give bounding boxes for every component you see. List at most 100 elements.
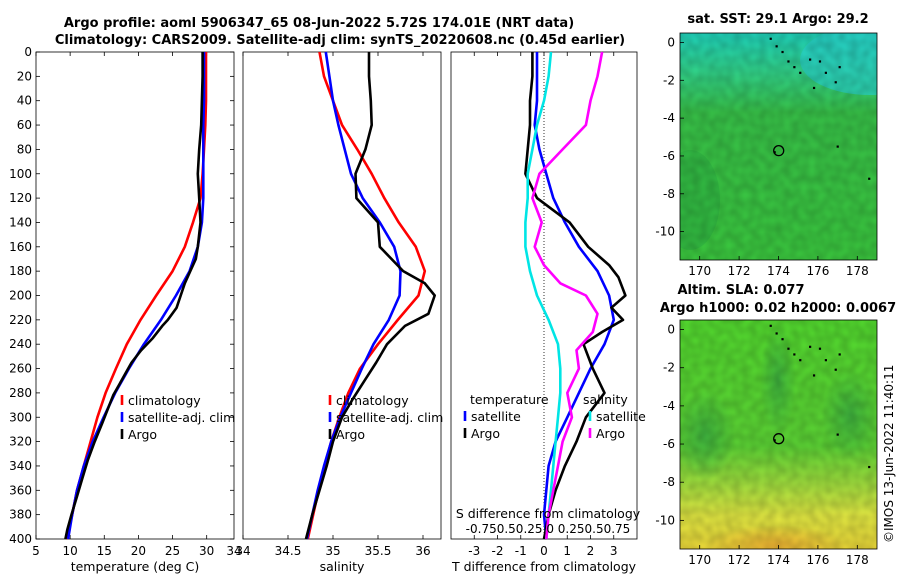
map-ytick-label: -4 — [663, 399, 675, 413]
island-speck — [773, 151, 776, 154]
island-speck — [773, 439, 776, 442]
map-ytick-label: -2 — [663, 73, 675, 87]
map-xtick-label: 178 — [846, 264, 869, 278]
depth-tick-label: 160 — [9, 240, 32, 254]
island-speck — [787, 347, 790, 350]
difference-xtick-label: -1 — [515, 544, 527, 558]
difference-xtick-label: 0 — [540, 544, 548, 558]
island-speck — [769, 37, 772, 40]
salinity-xtick-label: 36 — [415, 544, 430, 558]
depth-tick-label: 220 — [9, 313, 32, 327]
sst-map-texture — [680, 33, 877, 260]
difference-legend-label: satellite — [596, 409, 646, 424]
map-xtick-label: 170 — [688, 264, 711, 278]
depth-tick-label: 280 — [9, 386, 32, 400]
map-xtick-label: 174 — [767, 264, 790, 278]
difference-series-satellite — [533, 52, 616, 540]
salinity-legend-label: Argo — [336, 427, 365, 442]
figure-title-line2: Climatology: CARS2009. Satellite-adj cli… — [55, 33, 625, 48]
salinity-legend-label: satellite-adj. clim — [336, 410, 443, 425]
depth-tick-label: 300 — [9, 410, 32, 424]
sst-map-panel: sat. SST: 29.1 Argo: 29.2 170 172 174 176 17… — [655, 12, 878, 278]
salinity-frame — [242, 51, 442, 540]
legend-salinity-title: salinity — [583, 392, 628, 407]
island-speck — [793, 66, 796, 69]
island-speck — [836, 145, 839, 148]
difference-xtick-label: 3 — [610, 544, 618, 558]
temperature-legend-label: Argo — [128, 427, 157, 442]
depth-tick-label: 200 — [9, 289, 32, 303]
sst-float-marker — [773, 145, 785, 157]
island-speck — [781, 338, 784, 341]
map-xtick-label: 174 — [767, 553, 790, 567]
difference-top-label: S difference from climatology — [456, 506, 641, 521]
map-xtick-label: 176 — [806, 264, 829, 278]
map-xtick-label: 172 — [728, 264, 751, 278]
difference-series-sat_s — [524, 51, 562, 540]
difference-xtick-label: -3 — [468, 544, 480, 558]
island-speck — [818, 347, 822, 350]
island-speck — [787, 60, 790, 63]
temperature-xtick-label: 34 — [226, 544, 241, 558]
difference-xtick-label: 1 — [563, 544, 571, 558]
island-speck — [812, 86, 816, 90]
map-ytick-label: -2 — [663, 361, 675, 375]
temperature-xtick-label: 10 — [62, 544, 77, 558]
island-speck — [818, 60, 822, 63]
map-xtick-label: 172 — [728, 553, 751, 567]
sst-map-title: sat. SST: 29.1 Argo: 29.2 — [687, 12, 868, 27]
island-speck — [838, 66, 841, 69]
depth-tick-label: 320 — [9, 435, 32, 449]
map-xtick-label: 170 — [688, 553, 711, 567]
island-speck — [799, 71, 802, 74]
legend-temperature-title: temperature — [470, 392, 549, 407]
island-speck — [775, 45, 778, 48]
temperature-series-argo — [64, 52, 204, 540]
sla-float-marker — [773, 433, 785, 445]
island-speck — [812, 374, 816, 377]
difference-top-tick-labels: -0.750.50.25 0 0.250.50.75 — [466, 522, 631, 536]
temperature-series-climatology — [65, 52, 208, 540]
sla-map-axes: 170 172 174 176 178 0 -2 -4 -6 -8 -10 — [655, 323, 868, 567]
temperature-series-satellite — [66, 52, 206, 540]
sla-map-texture — [680, 320, 877, 549]
sla-map-title: Altim. SLA: 0.077 — [678, 283, 805, 298]
depth-tick-label: 60 — [17, 118, 32, 132]
salinity-panel: 34 34.5 35 35.5 36 salinity climatology satelli… — [235, 51, 443, 574]
sst-map-islands — [769, 37, 871, 180]
island-speck — [836, 433, 839, 436]
salinity-xtick-label: 35.5 — [365, 544, 392, 558]
salinity-xtick-label: 34.5 — [275, 544, 302, 558]
sla-map-panel: Altim. SLA: 0.077 Argo h1000: 0.02 h2000… — [655, 283, 896, 567]
map-ytick-label: -10 — [655, 513, 675, 527]
map-ytick-label: -10 — [655, 225, 675, 239]
island-speck — [868, 177, 871, 180]
island-speck — [809, 345, 812, 348]
sla-map-subtitle: Argo h1000: 0.02 h2000: 0.0067 — [660, 301, 896, 316]
temperature-xtick-label: 30 — [199, 544, 214, 558]
island-speck — [834, 81, 837, 84]
map-ytick-label: -6 — [663, 149, 675, 163]
island-speck — [809, 58, 812, 61]
sst-map-axes: 170 172 174 176 178 0 -2 -4 -6 -8 -10 — [655, 35, 868, 278]
imos-stamp: ©IMOS 13-Jun-2022 11:40:11 — [882, 365, 896, 543]
map-ytick-label: 0 — [667, 35, 675, 49]
salinity-legend-label: climatology — [336, 393, 409, 408]
depth-tick-label: 20 — [17, 69, 32, 83]
depth-tick-label: 360 — [9, 483, 32, 497]
depth-tick-label: 100 — [9, 167, 32, 181]
salinity-series-argo — [304, 52, 437, 540]
salinity-xlabel: salinity — [320, 559, 365, 574]
island-speck — [775, 332, 778, 335]
temperature-panel: 0 20 40 60 80 100 120 140 160 180 200 220 240 260 280 3… — [9, 45, 242, 574]
island-speck — [834, 368, 837, 371]
temperature-legend-label: climatology — [128, 393, 201, 408]
difference-legend-label: satellite — [471, 409, 521, 424]
map-ytick-label: 0 — [667, 323, 675, 337]
difference-xlabel: T difference from climatology — [451, 559, 637, 574]
salinity-xtick-label: 35 — [325, 544, 340, 558]
island-speck — [838, 353, 841, 356]
difference-series-argo_s — [531, 51, 604, 540]
island-speck — [769, 324, 772, 327]
